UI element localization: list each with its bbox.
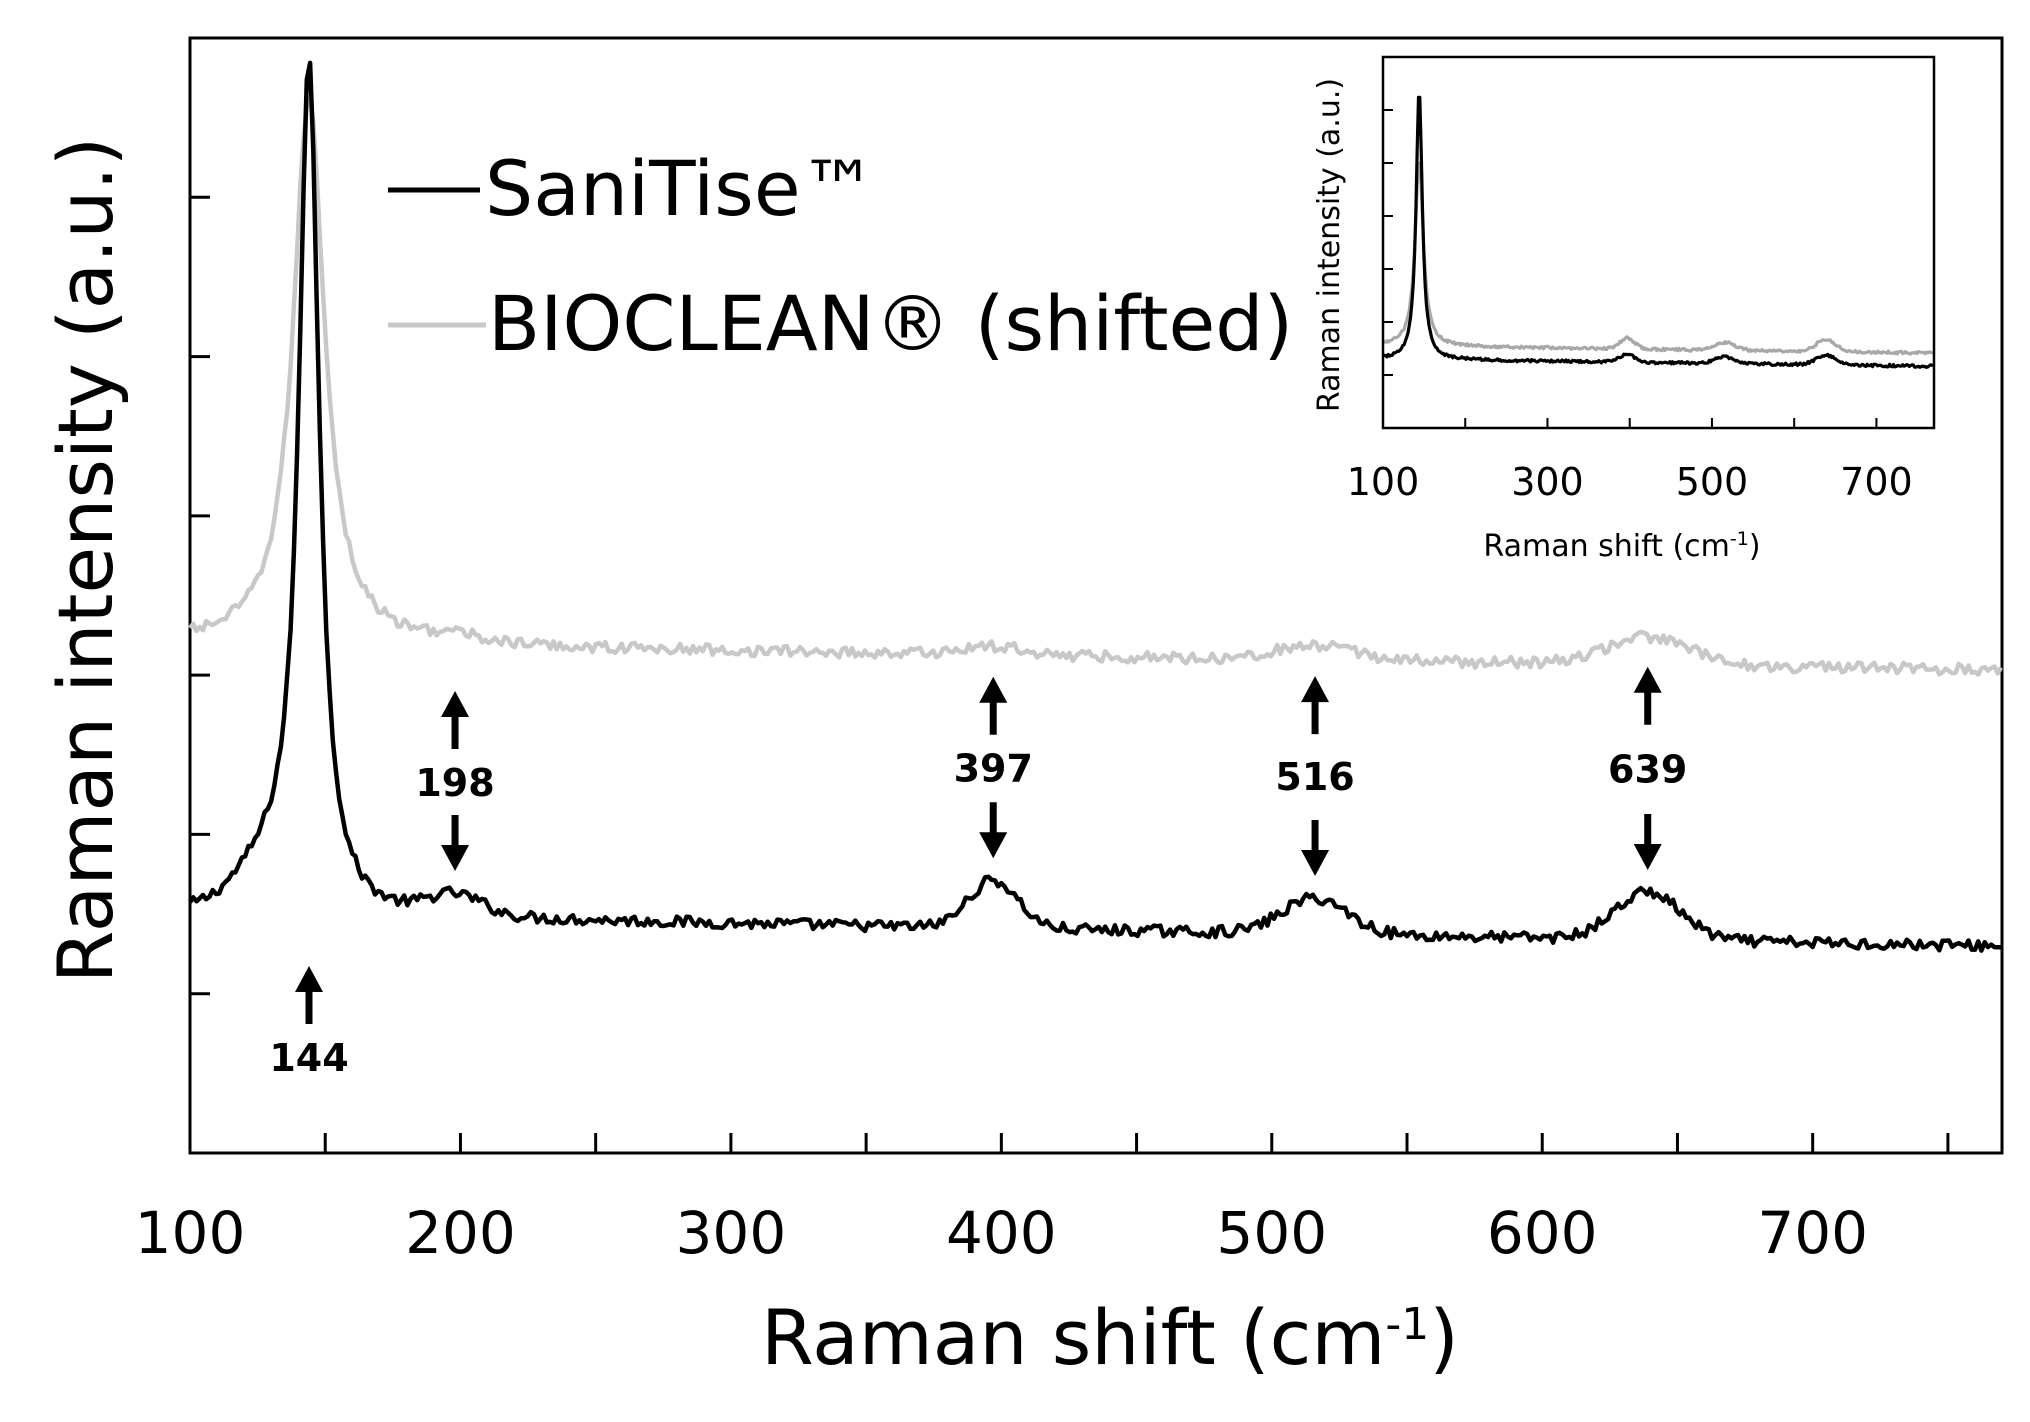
inset-x-tick-label-700: 700: [1840, 460, 1913, 504]
peak-label-516: 516: [1275, 755, 1354, 799]
peak-arrow-up-397: [979, 676, 1008, 735]
peak-label-397: 397: [954, 746, 1033, 790]
inset-x-tick-label-300: 300: [1511, 460, 1584, 504]
peak-label-144: 144: [269, 1036, 348, 1080]
main-x-tick-label-300: 300: [676, 1199, 787, 1267]
series-line-main-1: [188, 95, 2003, 677]
series-line-inset-0: [1382, 95, 1934, 369]
peak-arrow-down-397: [979, 802, 1008, 859]
legend-label-sanitise: SaniTise™: [485, 144, 877, 233]
inset-x-axis-title: Raman shift (cm-1): [1483, 528, 1760, 564]
main-x-tick-label-100: 100: [135, 1199, 246, 1267]
inset-x-tick-label-500: 500: [1676, 460, 1749, 504]
peak-annotations: 144 198 397 516 639: [269, 666, 1687, 1080]
inset-y-axis-title: Raman intensity (a.u.): [1312, 78, 1347, 412]
main-x-tick-label-700: 700: [1757, 1199, 1868, 1267]
main-plot-frame: [188, 36, 2004, 1155]
y-axis-title: Raman intensity (a.u.): [41, 137, 130, 984]
x-axis-title-close: ): [1429, 1293, 1459, 1382]
peak-arrow-up-516: [1301, 676, 1330, 735]
x-axis-title-sup: -1: [1385, 1299, 1429, 1350]
peak-arrow-up-198: [441, 691, 470, 750]
peak-arrow-down-198: [441, 815, 470, 872]
peak-arrow-down-516: [1301, 819, 1330, 876]
legend: SaniTise™ BIOCLEAN® (shifted): [388, 144, 1293, 368]
main-x-tick-label-500: 500: [1216, 1199, 1327, 1267]
inset-chart: 100 300 500 700 Raman shift (cm-1) Raman in…: [1312, 55, 1936, 564]
inset-x-axis-title-sup: -1: [1730, 528, 1749, 550]
series-line-main-0: [188, 60, 2001, 953]
main-axes-group: 100 200 300 400 500 600 700: [135, 195, 1950, 1267]
peak-arrow-up-639: [1633, 666, 1662, 725]
peak-label-639: 639: [1608, 747, 1687, 791]
x-axis-title: Raman shift (cm-1): [761, 1293, 1459, 1382]
inset-x-axis-title-close: ): [1749, 529, 1761, 564]
inset-x-axis-title-main: Raman shift (cm: [1483, 529, 1729, 564]
peak-label-198: 198: [415, 761, 494, 805]
inset-axes-group: 100 300 500 700: [1347, 109, 1913, 504]
legend-label-bioclean: BIOCLEAN® (shifted): [488, 279, 1293, 368]
peak-arrow-down-639: [1633, 813, 1662, 870]
series-line-inset-1: [1382, 161, 1934, 356]
x-axis-title-main: Raman shift (cm: [761, 1293, 1385, 1382]
main-x-tick-label-400: 400: [946, 1199, 1057, 1267]
inset-x-tick-label-100: 100: [1347, 460, 1420, 504]
main-series-group: [188, 60, 2003, 953]
peak-arrow-up-144: [294, 966, 323, 1025]
inset-plot-frame: [1381, 55, 1936, 430]
inset-background: [1383, 57, 1934, 428]
main-x-tick-label-200: 200: [405, 1199, 516, 1267]
main-x-tick-label-600: 600: [1487, 1199, 1598, 1267]
inset-series-group: [1382, 95, 1934, 369]
